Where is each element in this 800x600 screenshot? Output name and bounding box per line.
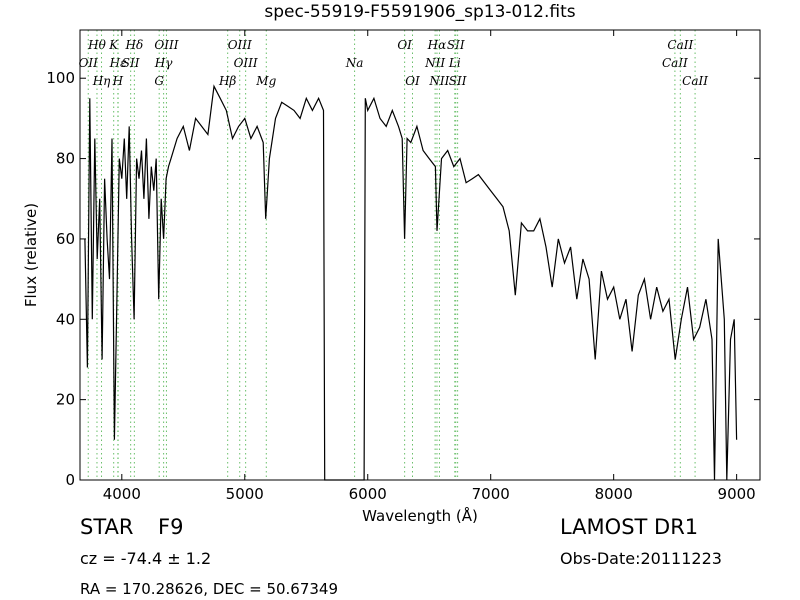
spectral-line-label: CaII xyxy=(667,38,693,52)
position-label: RA = 170.28626, DEC = 50.67349 xyxy=(80,580,338,598)
spectral-line-label: H xyxy=(112,74,124,88)
spectral-line-label: Li xyxy=(448,56,461,70)
chart-title: spec-55919-F5591906_sp13-012.fits xyxy=(264,2,575,22)
spectral-line-label: OIII xyxy=(234,56,258,70)
y-axis-label: Flux (relative) xyxy=(22,203,40,307)
x-tick-label: 8000 xyxy=(595,485,633,503)
spectral-line-label: NII xyxy=(428,74,449,88)
spectral-line-label: OIII xyxy=(154,38,178,52)
survey-label: LAMOST DR1 xyxy=(560,515,698,539)
subclass-label: F9 xyxy=(158,515,183,539)
class-label: STAR xyxy=(80,515,133,539)
spectrum-line xyxy=(84,84,738,481)
y-tick-label: 100 xyxy=(46,69,75,87)
x-tick-label: 7000 xyxy=(472,485,510,503)
spectral-line-label: SII xyxy=(447,38,465,52)
spectral-line-label: SII xyxy=(449,74,467,88)
spectral-line-label: Hη xyxy=(92,74,111,88)
obs-date-label: Obs-Date:20111223 xyxy=(560,549,722,568)
x-axis-label: Wavelength (Å) xyxy=(362,506,478,525)
spectral-line-label: SII xyxy=(122,56,140,70)
x-tick-label: 9000 xyxy=(718,485,756,503)
spectral-line-label: Hα xyxy=(427,38,447,52)
spectral-line-label: OII xyxy=(79,56,99,70)
spectral-line-label: NII xyxy=(424,56,445,70)
spectral-line-label: Mg xyxy=(255,74,276,88)
plot-frame xyxy=(79,29,761,481)
y-tick-label: 0 xyxy=(65,471,75,489)
spectral-line-label: Na xyxy=(345,56,364,70)
spectral-line-label: OI xyxy=(405,74,420,88)
spectral-line-label: OI xyxy=(397,38,412,52)
spectral-line-label: CaII xyxy=(682,74,708,88)
spectral-line-label: Hθ xyxy=(87,38,106,52)
spectral-line-label: K xyxy=(108,38,119,52)
y-tick-label: 80 xyxy=(56,150,75,168)
y-tick-label: 40 xyxy=(56,310,75,328)
spectral-line-label: Hγ xyxy=(154,56,173,70)
redshift-label: cz = -74.4 ± 1.2 xyxy=(80,549,211,568)
spectral-line-label: Hδ xyxy=(124,38,143,52)
x-tick-label: 6000 xyxy=(349,485,387,503)
y-tick-label: 20 xyxy=(56,391,75,409)
spectral-line-label: OIII xyxy=(228,38,252,52)
y-tick-label: 60 xyxy=(56,230,75,248)
x-tick-label: 5000 xyxy=(226,485,264,503)
x-tick-label: 4000 xyxy=(103,485,141,503)
spectral-line-label: CaII xyxy=(662,56,688,70)
spectral-line-label: G xyxy=(154,74,164,88)
spectral-line-label: Hβ xyxy=(218,74,236,88)
